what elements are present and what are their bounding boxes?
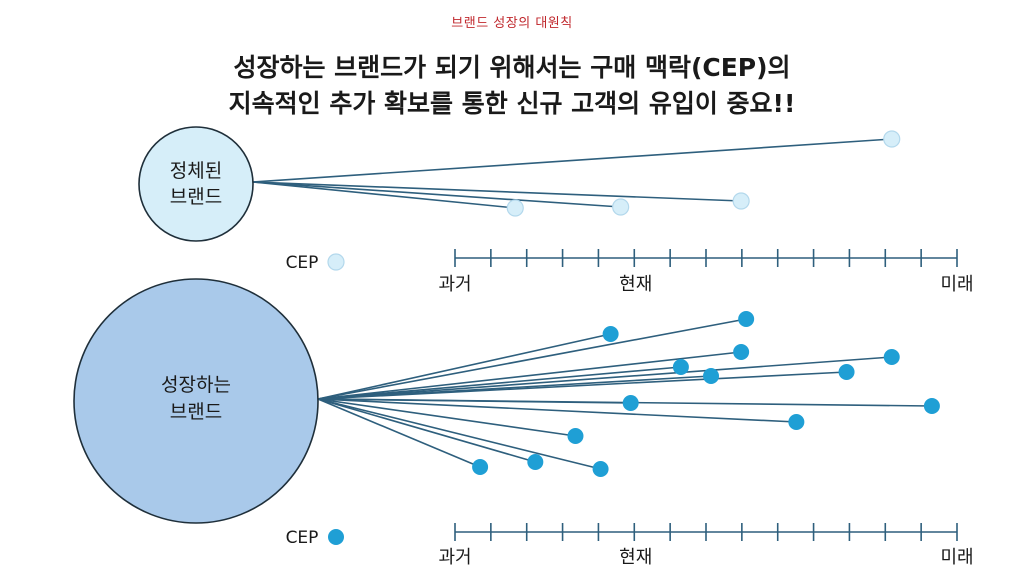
kicker-text: 브랜드 성장의 대원칙 bbox=[451, 16, 573, 31]
panel-growing-brand-label-1: 성장하는 bbox=[161, 374, 231, 396]
panel-growing-cep-dot bbox=[567, 428, 584, 444]
panel-growing-cep-connector bbox=[317, 375, 712, 400]
panel-growing-cep-connector bbox=[317, 356, 892, 400]
panel-growing-cep-connector bbox=[317, 333, 611, 400]
panel-growing-timeline-present: 현재 bbox=[619, 547, 652, 568]
panel-stagnant-brand-label-2: 브랜드 bbox=[170, 186, 222, 208]
panel-growing-cep-connector bbox=[317, 398, 536, 463]
panel-stagnant-legend-label: CEP bbox=[286, 253, 319, 273]
panel-growing-cep-connector bbox=[317, 398, 576, 437]
panel-stagnant-cep-connector bbox=[252, 181, 516, 209]
panel-growing-cep-dot bbox=[527, 454, 544, 470]
panel-growing-cep-dot bbox=[602, 326, 619, 342]
panel-stagnant-cep-connector bbox=[252, 138, 892, 183]
panel-growing-cep-dot bbox=[838, 364, 855, 380]
panel-growing-legend-dot bbox=[328, 529, 344, 545]
panel-stagnant-timeline-present: 현재 bbox=[619, 274, 652, 295]
panel-stagnant-timeline-past: 과거 bbox=[438, 274, 471, 295]
panel-stagnant-cep-dot bbox=[883, 130, 901, 148]
panel-stagnant-brand-label-1: 정체된 bbox=[170, 160, 222, 182]
panel-stagnant-cep-dot bbox=[732, 192, 750, 210]
panel-growing-cep-connector bbox=[317, 398, 601, 470]
panel-growing-cep-connector bbox=[317, 398, 481, 468]
panel-growing-cep-dot bbox=[788, 414, 805, 430]
panel-growing-timeline-future: 미래 bbox=[940, 547, 973, 568]
panel-growing-cep-connector bbox=[317, 351, 742, 400]
panel-growing-cep-dot bbox=[733, 344, 750, 360]
title-line-1: 성장하는 브랜드가 되기 위해서는 구매 맥락(CEP)의 bbox=[233, 53, 791, 82]
panel-stagnant-cep-connector bbox=[252, 181, 621, 208]
panel-stagnant-cep-connector bbox=[252, 181, 742, 202]
panel-growing-timeline-past: 과거 bbox=[438, 547, 471, 568]
panel-stagnant-timeline-future: 미래 bbox=[940, 274, 973, 295]
panel-growing-legend-label: CEP bbox=[286, 528, 319, 548]
panel-growing-cep-connector bbox=[317, 366, 681, 400]
panel-growing-brand-circle bbox=[73, 278, 319, 524]
panel-stagnant-brand-circle bbox=[138, 126, 254, 242]
panel-growing-cep-dot bbox=[703, 368, 720, 384]
panel-growing-cep-dot bbox=[738, 311, 755, 327]
panel-stagnant-legend-dot bbox=[327, 253, 345, 271]
panel-growing-brand-label-2: 브랜드 bbox=[170, 401, 222, 423]
panel-growing-cep-connector bbox=[317, 398, 797, 423]
panel-stagnant-cep-dot bbox=[506, 199, 524, 217]
panel-growing-cep-dot bbox=[672, 359, 689, 375]
panel-growing-cep-dot bbox=[622, 395, 639, 411]
panel-growing-cep-dot bbox=[472, 459, 489, 475]
panel-growing-cep-dot bbox=[592, 461, 609, 477]
title-line-2: 지속적인 추가 확보를 통한 신규 고객의 유입이 중요!! bbox=[228, 89, 796, 118]
panel-stagnant-cep-dot bbox=[612, 198, 630, 216]
panel-growing-cep-dot bbox=[883, 349, 900, 365]
panel-growing-cep-dot bbox=[923, 398, 940, 414]
panel-growing-cep-connector bbox=[317, 318, 747, 400]
